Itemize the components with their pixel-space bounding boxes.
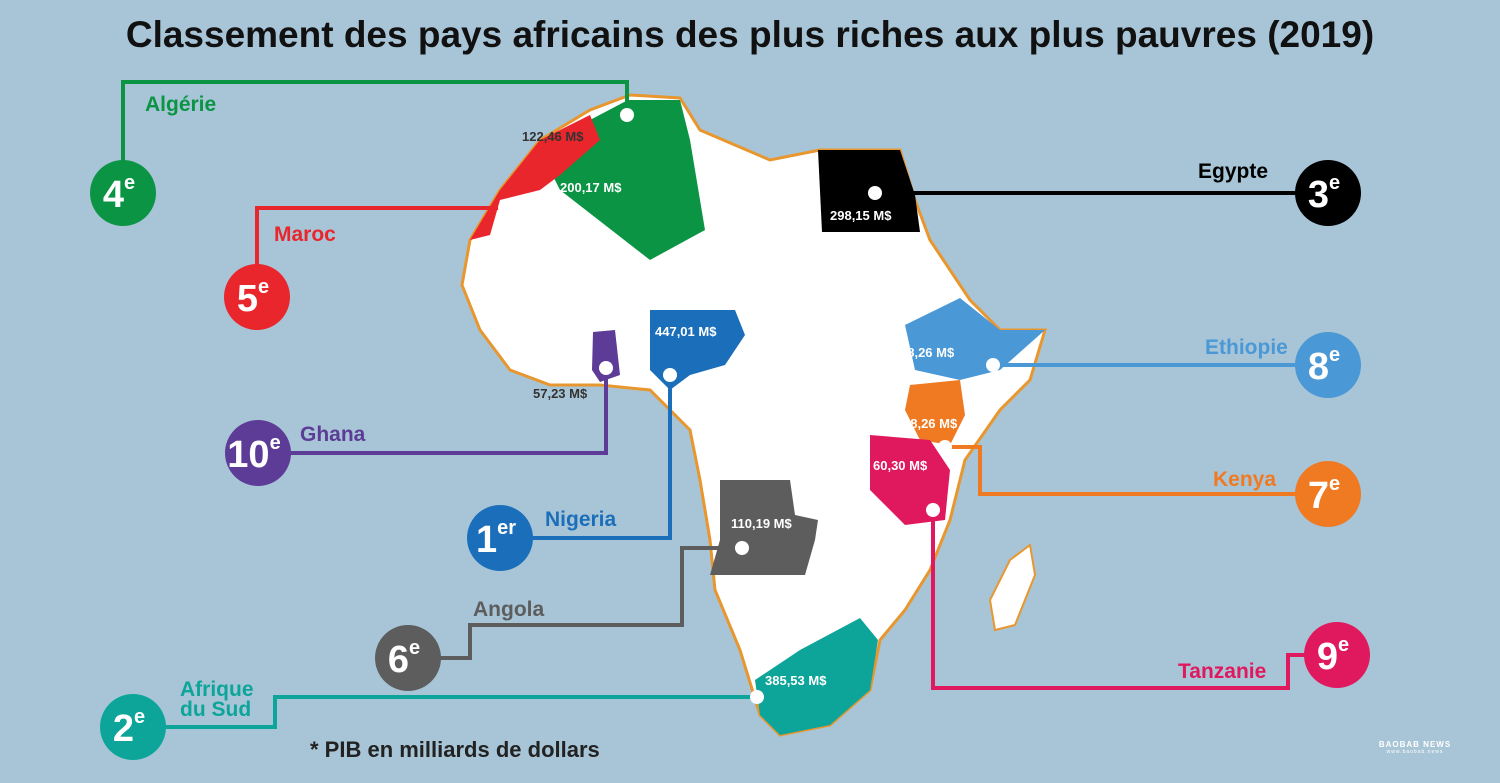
rank-number: 8	[1308, 346, 1329, 388]
country-shape	[755, 618, 878, 735]
gdp-label: 298,15 M$	[830, 208, 892, 223]
rank-label: 7e	[1308, 473, 1340, 517]
gdp-label: 447,01 M$	[655, 324, 717, 339]
rank-suffix: e	[1338, 634, 1349, 656]
rank-suffix: e	[134, 706, 145, 728]
country-name: Algérie	[145, 93, 217, 116]
logo-name: BAOBAB NEWS	[1378, 740, 1452, 749]
country-name: Tanzanie	[1178, 660, 1267, 683]
location-dot	[599, 361, 613, 375]
rank-label: 10e	[227, 432, 280, 476]
location-dot	[986, 358, 1000, 372]
rank-suffix: e	[258, 276, 269, 298]
gdp-label: 200,17 M$	[560, 180, 622, 195]
rank-label: 2e	[113, 706, 145, 750]
gdp-label: 98,26 M$	[903, 416, 958, 431]
rank-badge	[90, 160, 156, 226]
rank-badge	[1295, 461, 1361, 527]
location-dot	[735, 541, 749, 555]
country-name: Egypte	[1198, 160, 1269, 183]
rank-label: 3e	[1308, 172, 1340, 216]
country-shape	[592, 330, 620, 382]
rank-number: 10	[227, 434, 269, 476]
logo-url: www.baobab.news	[1386, 749, 1444, 755]
leader-line	[408, 546, 742, 660]
rank-suffix: e	[270, 432, 281, 454]
country-name: Nigeria	[545, 508, 617, 531]
country-name: Ethiopie	[1205, 336, 1288, 359]
rank-suffix: er	[497, 517, 516, 539]
rank-suffix: e	[1329, 473, 1340, 495]
gdp-label: 98,26 M$	[900, 345, 955, 360]
rank-badge	[224, 264, 290, 330]
rank-number: 4	[103, 174, 124, 216]
leader-line	[945, 445, 1328, 496]
rank-label: 6e	[388, 637, 420, 681]
logo: BAOBAB NEWS www.baobab.news	[1370, 740, 1460, 755]
location-dot	[498, 201, 512, 215]
rank-number: 5	[237, 278, 258, 320]
leader-line	[500, 375, 672, 540]
country-name: Ghana	[300, 423, 366, 446]
rank-badge	[1304, 622, 1370, 688]
country-shape	[905, 380, 965, 445]
rank-number: 9	[1317, 636, 1338, 678]
rank-number: 2	[113, 708, 134, 750]
rank-label: 1er	[476, 517, 516, 561]
gdp-label: 60,30 M$	[873, 458, 928, 473]
rank-label: 9e	[1317, 634, 1349, 678]
location-dot	[750, 690, 764, 704]
location-dot	[868, 186, 882, 200]
gdp-label: 110,19 M$	[731, 516, 792, 531]
rank-badge	[100, 694, 166, 760]
rank-badge	[375, 625, 441, 691]
rank-suffix: e	[1329, 172, 1340, 194]
location-dot	[926, 503, 940, 517]
location-dot	[663, 368, 677, 382]
rank-suffix: e	[124, 172, 135, 194]
rank-badge	[1295, 160, 1361, 226]
rank-number: 6	[388, 639, 409, 681]
rank-number: 3	[1308, 174, 1329, 216]
leader-line	[121, 80, 629, 193]
country-name: Afrique du Sud	[180, 678, 254, 721]
country-name: Kenya	[1213, 468, 1277, 491]
rank-suffix: e	[409, 637, 420, 659]
country-name: Angola	[473, 598, 545, 621]
gdp-label: 122,46 M$	[522, 129, 584, 144]
location-dot	[938, 440, 952, 454]
country-shape	[470, 115, 600, 240]
country-name: Maroc	[274, 223, 336, 246]
madagascar	[988, 543, 1037, 632]
location-dot	[620, 108, 634, 122]
rank-number: 7	[1308, 475, 1329, 517]
gdp-label: 385,53 M$	[765, 673, 827, 688]
rank-number: 1	[476, 519, 497, 561]
rank-badge	[225, 420, 291, 486]
africa-outline	[460, 93, 1048, 737]
leader-line	[133, 695, 757, 729]
rank-suffix: e	[1329, 344, 1340, 366]
gdp-label: 57,23 M$	[533, 386, 588, 401]
leader-line	[258, 368, 608, 455]
country-shape	[870, 435, 950, 525]
footnote: * PIB en milliards de dollars	[310, 737, 600, 762]
rank-label: 4e	[103, 172, 135, 216]
title: Classement des pays africains des plus r…	[125, 14, 1375, 55]
rank-badge	[467, 505, 533, 571]
rank-label: 5e	[237, 276, 269, 320]
rank-badge	[1295, 332, 1361, 398]
country-shape	[905, 298, 1045, 380]
rank-label: 8e	[1308, 344, 1340, 388]
